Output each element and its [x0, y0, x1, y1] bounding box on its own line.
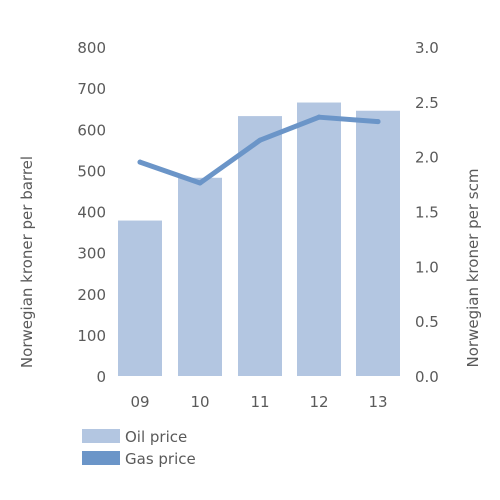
oil-price-bar-10: [178, 177, 222, 376]
left-tick-label: 800: [77, 39, 106, 57]
right-tick-label: 1.0: [415, 258, 439, 276]
x-tick-label-11: 11: [250, 393, 269, 411]
legend-label-gas: Gas price: [125, 450, 196, 468]
x-tick-label-09: 09: [130, 393, 149, 411]
oil-price-bar-09: [118, 220, 162, 376]
left-tick-label: 0: [96, 368, 106, 386]
gas-price-point-11: [257, 137, 263, 143]
right-tick-label: 0.5: [415, 313, 439, 331]
x-tick-label-12: 12: [309, 393, 328, 411]
gas-price-point-12: [316, 114, 322, 120]
right-tick-label: 0.0: [415, 368, 439, 386]
left-tick-label: 700: [77, 80, 106, 98]
gas-line-group: [137, 114, 381, 186]
bars-group: [118, 102, 400, 377]
left-tick-label: 300: [77, 245, 106, 263]
right-tick-label: 1.5: [415, 204, 439, 222]
legend: Oil price Gas price: [82, 428, 196, 468]
gas-price-point-09: [137, 159, 143, 165]
left-tick-label: 400: [77, 204, 106, 222]
right-axis-ticks: 0.0 0.5 1.0 1.5 2.0 2.5 3.0: [415, 39, 439, 386]
right-axis-title: Norwegian kroner per scm: [464, 169, 482, 368]
left-tick-label: 200: [77, 286, 106, 304]
right-tick-label: 2.0: [415, 149, 439, 167]
x-tick-label-10: 10: [190, 393, 209, 411]
right-tick-label: 2.5: [415, 94, 439, 112]
gas-price-point-13: [375, 119, 381, 125]
left-axis-title: Norwegian kroner per barrel: [18, 156, 36, 368]
legend-label-oil: Oil price: [125, 428, 187, 446]
oil-price-bar-11: [238, 116, 282, 376]
legend-swatch-oil: [82, 429, 120, 443]
left-tick-label: 100: [77, 327, 106, 345]
left-axis-ticks: 0 100 200 300 400 500 600 700 800: [77, 39, 106, 386]
x-tick-label-13: 13: [368, 393, 387, 411]
left-tick-label: 600: [77, 121, 106, 139]
right-tick-label: 3.0: [415, 39, 439, 57]
legend-swatch-gas: [82, 451, 120, 465]
gas-price-point-10: [197, 180, 203, 186]
oil-price-bar-13: [356, 110, 400, 377]
x-axis-ticks: 09 10 11 12 13: [130, 393, 387, 411]
left-tick-label: 500: [77, 162, 106, 180]
oil-price-bar-12: [297, 102, 341, 377]
